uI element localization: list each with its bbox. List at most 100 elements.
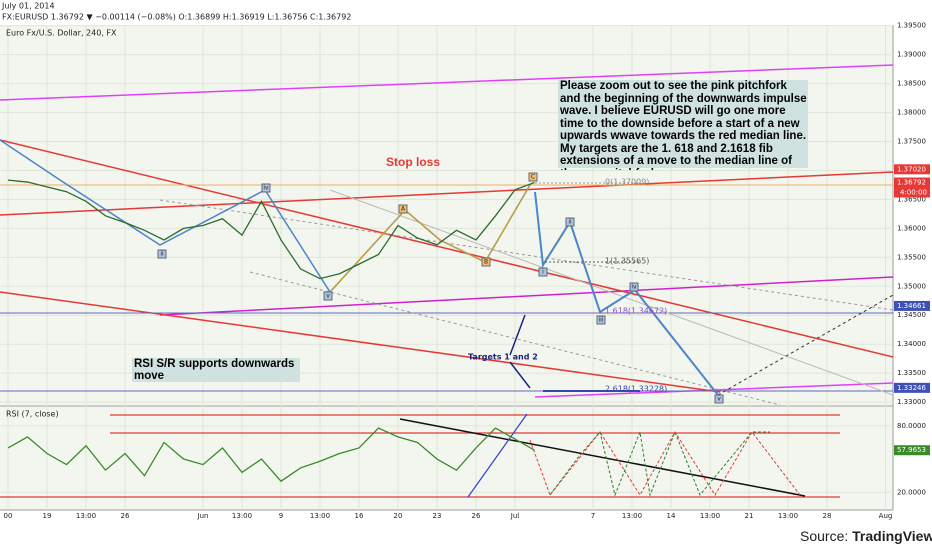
wave-badge <box>157 249 167 259</box>
y-tick-label: 1.34500 <box>897 311 926 319</box>
pitchfork-line <box>0 64 894 101</box>
wave-badge <box>538 267 548 277</box>
x-tick-label: 7 <box>591 512 595 520</box>
price-tag <box>894 164 930 175</box>
wave-badge <box>481 257 491 267</box>
y-tick-label: 1.36000 <box>897 224 926 232</box>
wave-badge <box>323 291 333 301</box>
red-line <box>0 291 721 393</box>
rsi-pane <box>0 407 893 510</box>
y-tick-label: 20.0000 <box>897 488 926 496</box>
x-tick-label: Aug <box>879 512 893 520</box>
x-tick-label: 20 <box>394 512 403 520</box>
projection <box>534 191 719 396</box>
fib-label: 0(1.37009) <box>605 178 649 187</box>
x-tick-label: 26 <box>121 512 130 520</box>
source: Source: TradingView.com <box>800 528 932 544</box>
x-tick-label: 26 <box>472 512 481 520</box>
date: July 01, 2014 <box>1 2 55 11</box>
wave-label: v <box>717 396 721 403</box>
wave-badge <box>629 282 639 292</box>
countdown: 4:00:00 <box>900 189 927 197</box>
rsi-note-text: RSI S/R supports downwards move <box>134 358 295 382</box>
wave-badge <box>398 204 408 214</box>
price-tag-label: 1.36792 <box>897 179 926 187</box>
wave-label: i <box>542 269 544 276</box>
wave-badge <box>714 394 724 404</box>
targets: Targets 1 and 2 <box>468 353 538 362</box>
gray-pitchfork <box>329 189 894 396</box>
idea-note: Please zoom out to see the pink pitchfor… <box>560 80 807 170</box>
fib-label: 1(1.35565) <box>605 257 649 266</box>
y-tick-label: 1.35000 <box>897 282 926 290</box>
price-tag-label: 1.34661 <box>897 302 926 310</box>
x-tick-label: 16 <box>355 512 364 520</box>
price-tag <box>894 177 930 188</box>
x-tick-label: 00 <box>4 512 13 520</box>
source-brand: TradingView.com <box>852 528 932 544</box>
chart-title: Euro Fx/U.S. Dollar, 240, FX <box>6 29 117 38</box>
wave-label: ii <box>568 219 572 226</box>
countdown-tag <box>894 187 930 198</box>
red-line <box>0 171 894 216</box>
target-arrow <box>509 314 531 389</box>
x-tick-label: Jun <box>197 512 209 520</box>
y-tick-label: 1.35500 <box>897 253 926 261</box>
x-tick-label: 13:00 <box>622 512 642 520</box>
y-tick-label: 1.34000 <box>897 340 926 348</box>
drawings <box>0 64 894 498</box>
fib-label: 2.618(1.33228) <box>605 385 667 394</box>
x-tick-label: 23 <box>433 512 442 520</box>
y-tick-label: 1.39000 <box>897 51 926 59</box>
x-tick-label: 19 <box>43 512 52 520</box>
note-box <box>558 80 808 168</box>
wave-badge <box>528 172 538 182</box>
y-tick-label: 1.33000 <box>897 398 926 406</box>
price-tag <box>894 382 930 393</box>
idea-text: Please zoom out to see the pink pitchfor… <box>560 80 807 170</box>
fib-label: 1.618(1.34672) <box>605 307 667 316</box>
wave-badge <box>261 183 271 193</box>
y-tick-label: 80.0000 <box>897 422 926 430</box>
y-tick-label: 1.38000 <box>897 109 926 117</box>
x-tick-label: 13:00 <box>778 512 798 520</box>
wave-label: iv <box>631 284 637 291</box>
wave-label: iii <box>598 317 603 324</box>
rsi-projection <box>529 431 801 497</box>
wave-label: ii <box>160 251 164 258</box>
x-tick-label: 13:00 <box>76 512 96 520</box>
x-tick-label: 28 <box>823 512 832 520</box>
x-tick-label: 14 <box>667 512 676 520</box>
stop-loss: Stop loss <box>386 155 440 169</box>
rsi-trendline <box>467 413 528 498</box>
price-tag-label: 1.33246 <box>897 384 926 392</box>
pitchfork-line <box>159 276 894 316</box>
x-tick-label: 13:00 <box>700 512 720 520</box>
price-tag <box>894 300 930 311</box>
wave-label: C <box>531 174 535 181</box>
rsi-tag <box>894 445 930 456</box>
x-tick-label: 13:00 <box>310 512 330 520</box>
wave-label: v <box>326 293 330 300</box>
x-tick-label: 9 <box>279 512 283 520</box>
x-tick-label: 21 <box>745 512 754 520</box>
y-tick-label: 1.38500 <box>897 80 926 88</box>
series-line <box>7 427 535 483</box>
ticker: FX:EURUSD 1.36792 ▼ −0.00114 (−0.08%) O:… <box>2 13 351 22</box>
wave-label: A <box>401 206 406 213</box>
rsi-title: RSI (7, close) <box>6 410 59 419</box>
y-tick-label: 1.33500 <box>897 369 926 377</box>
y-tick-label: 1.37500 <box>897 138 926 146</box>
wave-badge <box>565 217 575 227</box>
rsi-trendline <box>399 418 806 497</box>
y-tick-label: 1.39500 <box>897 22 926 30</box>
series-line <box>7 179 535 280</box>
red-line <box>0 139 894 358</box>
gray-pitchfork <box>249 271 781 406</box>
note-box <box>132 358 300 382</box>
price-tag-label: 1.37020 <box>897 165 926 173</box>
rsi-note: RSI S/R supports downwards move <box>134 358 295 382</box>
x-tick-label: 13:00 <box>232 512 252 520</box>
